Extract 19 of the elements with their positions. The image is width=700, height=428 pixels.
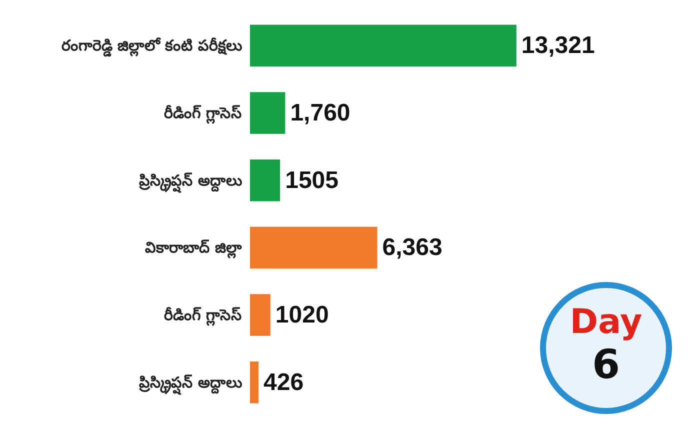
y-tick-label: రంగారెడ్డి జిల్లాలో కంటి పరీక్షలు bbox=[61, 36, 242, 58]
y-tick-label: ప్రిస్క్రిప్షన్ అద్దాలు bbox=[138, 373, 242, 396]
day-badge: Day 6 bbox=[540, 282, 672, 414]
data-label: 13,321 bbox=[521, 32, 595, 60]
data-label: 1505 bbox=[285, 166, 338, 194]
bar bbox=[250, 92, 286, 134]
bar bbox=[250, 226, 378, 269]
y-tick-label: రీడింగ్ గ్లాసెస్ bbox=[164, 104, 242, 124]
bar bbox=[250, 24, 516, 67]
bar bbox=[250, 361, 259, 404]
data-label: 1020 bbox=[275, 302, 329, 328]
y-tick-label: రీడింగ్ గ్లాసెస్ bbox=[164, 306, 242, 326]
data-label: 1,760 bbox=[290, 100, 350, 126]
data-label: 6,363 bbox=[382, 234, 442, 262]
bar bbox=[250, 159, 280, 202]
data-label: 426 bbox=[264, 368, 304, 396]
bar bbox=[250, 294, 270, 336]
y-tick-label: ప్రిస్క్రిప్షన్ అద్దాలు bbox=[138, 171, 242, 194]
y-tick-label: వికారాబాద్ జిల్లా bbox=[144, 238, 242, 259]
